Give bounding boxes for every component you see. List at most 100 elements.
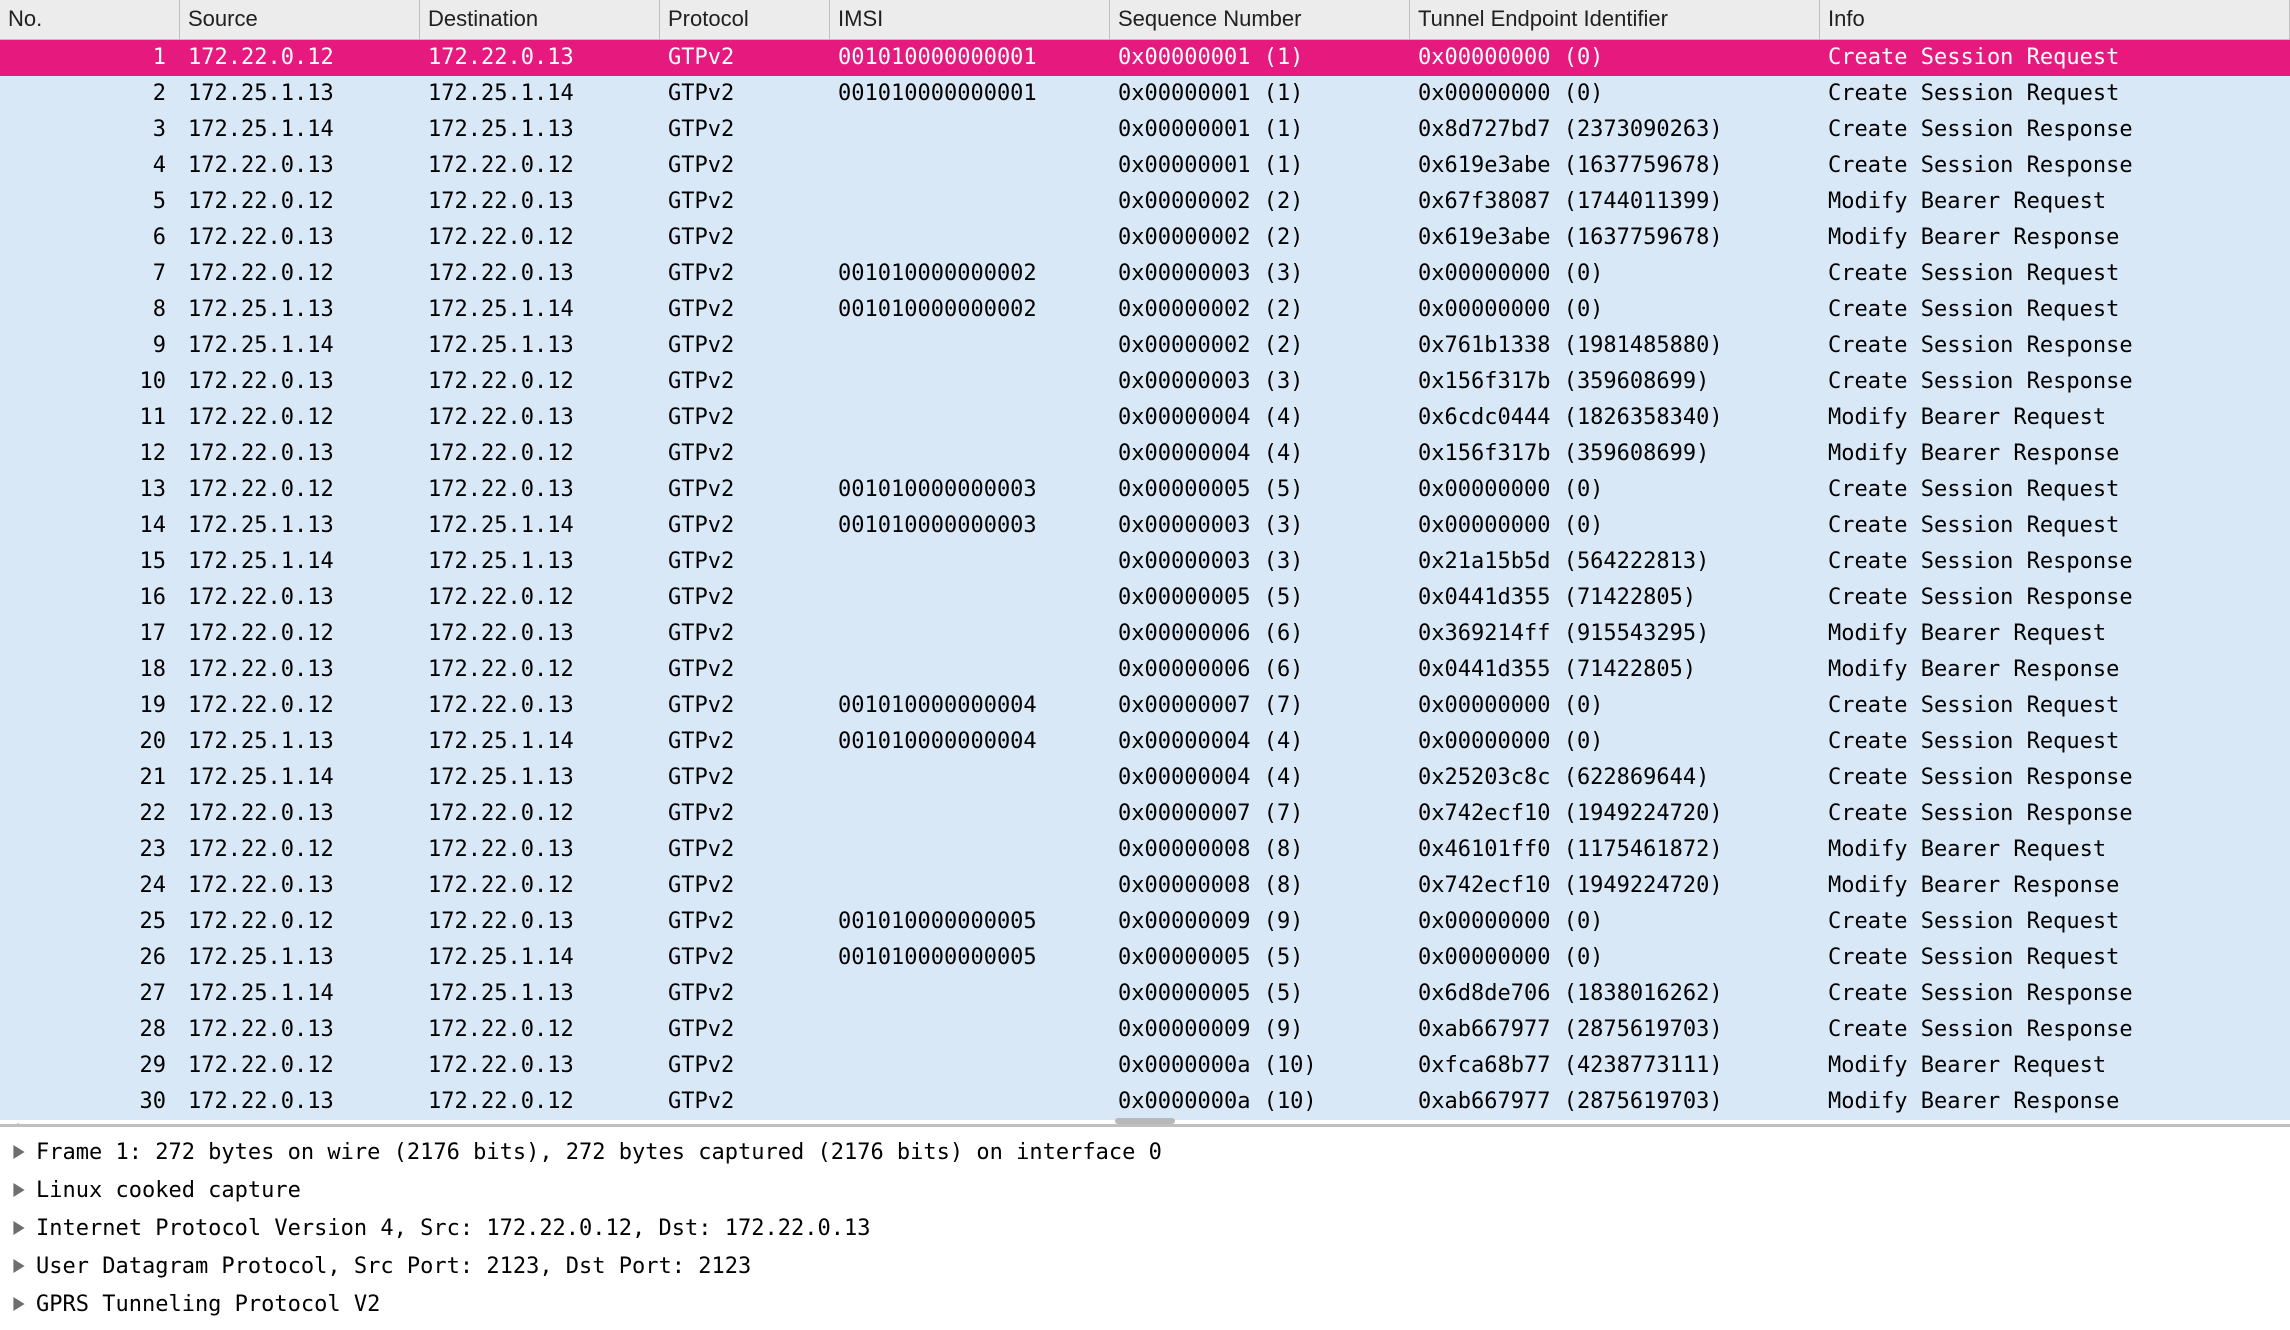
cell-protocol: GTPv2 (660, 652, 830, 688)
cell-teid: 0x369214ff (915543295) (1410, 616, 1820, 652)
packet-row[interactable]: 23172.22.0.12172.22.0.13GTPv20x00000008 … (0, 832, 2290, 868)
column-header-protocol[interactable]: Protocol (660, 0, 830, 39)
packet-row[interactable]: 3172.25.1.14172.25.1.13GTPv20x00000001 (… (0, 112, 2290, 148)
packet-row[interactable]: 16172.22.0.13172.22.0.12GTPv20x00000005 … (0, 580, 2290, 616)
packet-row[interactable]: 29172.22.0.12172.22.0.13GTPv20x0000000a … (0, 1048, 2290, 1084)
cell-source: 172.25.1.14 (180, 976, 420, 1012)
cell-seq: 0x00000005 (5) (1110, 940, 1410, 976)
detail-tree-item[interactable]: Linux cooked capture (8, 1171, 2290, 1209)
packet-row[interactable]: 21172.25.1.14172.25.1.13GTPv20x00000004 … (0, 760, 2290, 796)
expand-collapse-icon[interactable] (8, 1293, 30, 1315)
cell-seq: 0x00000006 (6) (1110, 652, 1410, 688)
cell-destination: 172.25.1.13 (420, 760, 660, 796)
detail-tree-item[interactable]: User Datagram Protocol, Src Port: 2123, … (8, 1247, 2290, 1285)
packet-row[interactable]: 27172.25.1.14172.25.1.13GTPv20x00000005 … (0, 976, 2290, 1012)
cell-seq: 0x00000005 (5) (1110, 580, 1410, 616)
cell-protocol: GTPv2 (660, 436, 830, 472)
packet-row[interactable]: 10172.22.0.13172.22.0.12GTPv20x00000003 … (0, 364, 2290, 400)
cell-no: 17 (0, 616, 180, 652)
packet-row[interactable]: 4172.22.0.13172.22.0.12GTPv20x00000001 (… (0, 148, 2290, 184)
cell-teid: 0x619e3abe (1637759678) (1410, 220, 1820, 256)
cell-seq: 0x00000009 (9) (1110, 904, 1410, 940)
cell-destination: 172.25.1.14 (420, 508, 660, 544)
packet-row[interactable]: 19172.22.0.12172.22.0.13GTPv200101000000… (0, 688, 2290, 724)
packet-row[interactable]: 17172.22.0.12172.22.0.13GTPv20x00000006 … (0, 616, 2290, 652)
packet-row[interactable]: 1172.22.0.12172.22.0.13GTPv2001010000000… (0, 40, 2290, 76)
cell-destination: 172.22.0.12 (420, 1084, 660, 1120)
packet-row[interactable]: 13172.22.0.12172.22.0.13GTPv200101000000… (0, 472, 2290, 508)
cell-seq: 0x00000004 (4) (1110, 436, 1410, 472)
detail-tree-item[interactable]: Frame 1: 272 bytes on wire (2176 bits), … (8, 1133, 2290, 1171)
cell-info: Create Session Request (1820, 292, 2290, 328)
detail-tree-item[interactable]: GPRS Tunneling Protocol V2 (8, 1285, 2290, 1323)
cell-teid: 0x00000000 (0) (1410, 256, 1820, 292)
column-header-imsi[interactable]: IMSI (830, 0, 1110, 39)
packet-row[interactable]: 5172.22.0.12172.22.0.13GTPv20x00000002 (… (0, 184, 2290, 220)
cell-no: 23 (0, 832, 180, 868)
cell-teid: 0xab667977 (2875619703) (1410, 1084, 1820, 1120)
cell-teid: 0x619e3abe (1637759678) (1410, 148, 1820, 184)
packet-row[interactable]: 8172.25.1.13172.25.1.14GTPv2001010000000… (0, 292, 2290, 328)
cell-no: 19 (0, 688, 180, 724)
column-header-info[interactable]: Info (1820, 0, 2290, 39)
cell-destination: 172.25.1.14 (420, 292, 660, 328)
cell-info: Create Session Response (1820, 796, 2290, 832)
column-header-destination[interactable]: Destination (420, 0, 660, 39)
packet-list-body[interactable]: 1172.22.0.12172.22.0.13GTPv2001010000000… (0, 40, 2290, 1120)
pane-splitter-handle[interactable] (1115, 1118, 1175, 1124)
packet-row[interactable]: 26172.25.1.13172.25.1.14GTPv200101000000… (0, 940, 2290, 976)
cell-info: Create Session Request (1820, 508, 2290, 544)
packet-row[interactable]: 24172.22.0.13172.22.0.12GTPv20x00000008 … (0, 868, 2290, 904)
cell-seq: 0x00000001 (1) (1110, 76, 1410, 112)
cell-destination: 172.22.0.13 (420, 616, 660, 652)
packet-list-header: No. Source Destination Protocol IMSI Seq… (0, 0, 2290, 40)
cell-destination: 172.25.1.13 (420, 544, 660, 580)
cell-source: 172.22.0.12 (180, 904, 420, 940)
expand-collapse-icon[interactable] (8, 1217, 30, 1239)
packet-row[interactable]: 15172.25.1.14172.25.1.13GTPv20x00000003 … (0, 544, 2290, 580)
cell-imsi: 001010000000004 (830, 724, 1110, 760)
cell-no: 12 (0, 436, 180, 472)
cell-no: 5 (0, 184, 180, 220)
cell-source: 172.22.0.12 (180, 688, 420, 724)
packet-row[interactable]: 30172.22.0.13172.22.0.12GTPv20x0000000a … (0, 1084, 2290, 1120)
cell-source: 172.22.0.13 (180, 580, 420, 616)
cell-protocol: GTPv2 (660, 868, 830, 904)
expand-collapse-icon[interactable] (8, 1141, 30, 1163)
cell-source: 172.25.1.14 (180, 760, 420, 796)
packet-row[interactable]: 7172.22.0.12172.22.0.13GTPv2001010000000… (0, 256, 2290, 292)
packet-row[interactable]: 6172.22.0.13172.22.0.12GTPv20x00000002 (… (0, 220, 2290, 256)
cell-no: 26 (0, 940, 180, 976)
column-header-source[interactable]: Source (180, 0, 420, 39)
cell-no: 20 (0, 724, 180, 760)
packet-row[interactable]: 12172.22.0.13172.22.0.12GTPv20x00000004 … (0, 436, 2290, 472)
packet-row[interactable]: 25172.22.0.12172.22.0.13GTPv200101000000… (0, 904, 2290, 940)
cell-protocol: GTPv2 (660, 1012, 830, 1048)
expand-collapse-icon[interactable] (8, 1255, 30, 1277)
packet-row[interactable]: 18172.22.0.13172.22.0.12GTPv20x00000006 … (0, 652, 2290, 688)
cell-seq: 0x00000006 (6) (1110, 616, 1410, 652)
packet-row[interactable]: 9172.25.1.14172.25.1.13GTPv20x00000002 (… (0, 328, 2290, 364)
packet-row[interactable]: 22172.22.0.13172.22.0.12GTPv20x00000007 … (0, 796, 2290, 832)
cell-info: Modify Bearer Response (1820, 868, 2290, 904)
cell-imsi: 001010000000003 (830, 472, 1110, 508)
cell-imsi (830, 220, 1110, 256)
cell-seq: 0x00000004 (4) (1110, 760, 1410, 796)
packet-row[interactable]: 11172.22.0.12172.22.0.13GTPv20x00000004 … (0, 400, 2290, 436)
column-header-teid[interactable]: Tunnel Endpoint Identifier (1410, 0, 1820, 39)
cell-imsi (830, 1012, 1110, 1048)
expand-collapse-icon[interactable] (8, 1179, 30, 1201)
column-header-seq[interactable]: Sequence Number (1110, 0, 1410, 39)
cell-destination: 172.22.0.13 (420, 184, 660, 220)
cell-destination: 172.22.0.13 (420, 904, 660, 940)
cell-teid: 0x8d727bd7 (2373090263) (1410, 112, 1820, 148)
cell-protocol: GTPv2 (660, 400, 830, 436)
packet-row[interactable]: 20172.25.1.13172.25.1.14GTPv200101000000… (0, 724, 2290, 760)
cell-seq: 0x00000003 (3) (1110, 544, 1410, 580)
cell-no: 30 (0, 1084, 180, 1120)
detail-tree-item[interactable]: Internet Protocol Version 4, Src: 172.22… (8, 1209, 2290, 1247)
packet-row[interactable]: 14172.25.1.13172.25.1.14GTPv200101000000… (0, 508, 2290, 544)
packet-row[interactable]: 2172.25.1.13172.25.1.14GTPv2001010000000… (0, 76, 2290, 112)
packet-row[interactable]: 28172.22.0.13172.22.0.12GTPv20x00000009 … (0, 1012, 2290, 1048)
cell-teid: 0x00000000 (0) (1410, 724, 1820, 760)
